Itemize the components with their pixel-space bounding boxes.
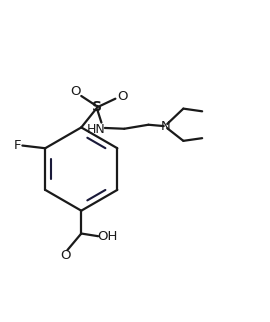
Text: O: O — [60, 249, 70, 262]
Text: N: N — [161, 119, 171, 133]
Text: OH: OH — [97, 230, 117, 243]
Text: HN: HN — [87, 123, 105, 136]
Text: F: F — [14, 139, 21, 152]
Text: S: S — [92, 100, 102, 114]
Text: O: O — [117, 90, 128, 103]
Text: O: O — [70, 85, 80, 99]
